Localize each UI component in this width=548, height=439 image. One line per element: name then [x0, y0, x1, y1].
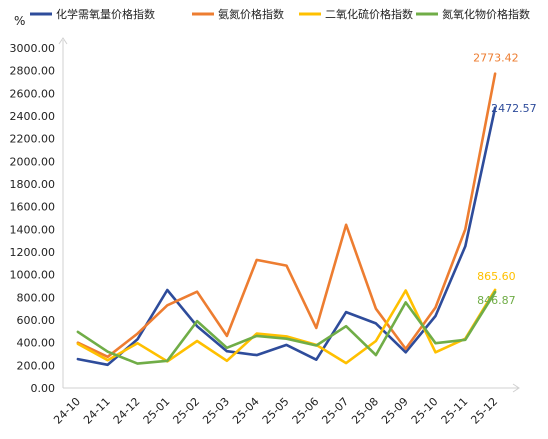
- legend-label: 二氧化硫价格指数: [325, 7, 413, 21]
- y-axis-arrow: [58, 37, 68, 45]
- y-tick-label: 0.00: [31, 382, 56, 395]
- x-tick-label: 25-01: [141, 395, 173, 427]
- series-line: [76, 290, 497, 365]
- x-tick-label: 25-05: [260, 395, 292, 427]
- legend-label: 化学需氧量价格指数: [56, 7, 155, 21]
- y-axis: 0.00 200.00 400.00 600.00 800.00 1000.00 1200.…: [10, 37, 68, 395]
- y-tick-label: 1600.00: [10, 201, 56, 214]
- x-tick-label: 25-04: [230, 395, 262, 427]
- data-labels: 2472.57 2773.42 865.60 846.87: [473, 52, 536, 307]
- y-tick-label: 400.00: [17, 337, 56, 350]
- x-tick-label: 24-11: [81, 395, 113, 427]
- series-group: [76, 72, 497, 367]
- y-unit-label: %: [14, 14, 25, 28]
- y-tick-label: 1200.00: [10, 246, 56, 259]
- x-tick-label: 25-09: [379, 395, 411, 427]
- y-tick-label: 600.00: [17, 314, 56, 327]
- y-tick-label: 1400.00: [10, 223, 56, 236]
- y-tick-label: 800.00: [17, 291, 56, 304]
- legend-label: 氮氧化物价格指数: [442, 7, 530, 21]
- y-tick-label: 2000.00: [10, 155, 56, 168]
- series-line: [76, 106, 497, 367]
- data-label: 846.87: [477, 294, 515, 307]
- x-tick-label: 25-02: [170, 395, 202, 427]
- y-tick-label: 3000.00: [10, 42, 56, 55]
- legend: 化学需氧量价格指数 氨氮价格指数 二氧化硫价格指数 氮氧化物价格指数: [30, 7, 530, 21]
- x-tick-label: 25-03: [200, 395, 232, 427]
- x-tick-label: 25-06: [290, 395, 322, 427]
- legend-label: 氨氮价格指数: [218, 7, 284, 21]
- x-tick-label: 25-12: [468, 395, 500, 427]
- y-tick-label: 2400.00: [10, 110, 56, 123]
- y-tick-label: 2800.00: [10, 65, 56, 78]
- data-label: 865.60: [477, 270, 515, 283]
- x-axis: 24-1024-1124-1225-0125-0225-0325-0425-05…: [51, 383, 520, 427]
- x-tick-label: 25-07: [319, 395, 351, 427]
- x-tick-label: 25-08: [349, 395, 381, 427]
- x-axis-arrow: [512, 383, 520, 393]
- series-line: [76, 72, 497, 359]
- y-tick-label: 1800.00: [10, 178, 56, 191]
- series-line: [76, 288, 497, 365]
- x-tick-label: 24-12: [111, 395, 143, 427]
- x-tick-label: 25-10: [409, 395, 441, 427]
- y-tick-label: 2600.00: [10, 87, 56, 100]
- x-tick-label: 24-10: [51, 395, 83, 427]
- y-tick-label: 200.00: [17, 359, 56, 372]
- x-tick-label: 25-11: [439, 395, 471, 427]
- data-label: 2773.42: [473, 52, 518, 65]
- data-label: 2472.57: [491, 102, 536, 115]
- y-tick-label: 2200.00: [10, 133, 56, 146]
- y-tick-label: 1000.00: [10, 269, 56, 282]
